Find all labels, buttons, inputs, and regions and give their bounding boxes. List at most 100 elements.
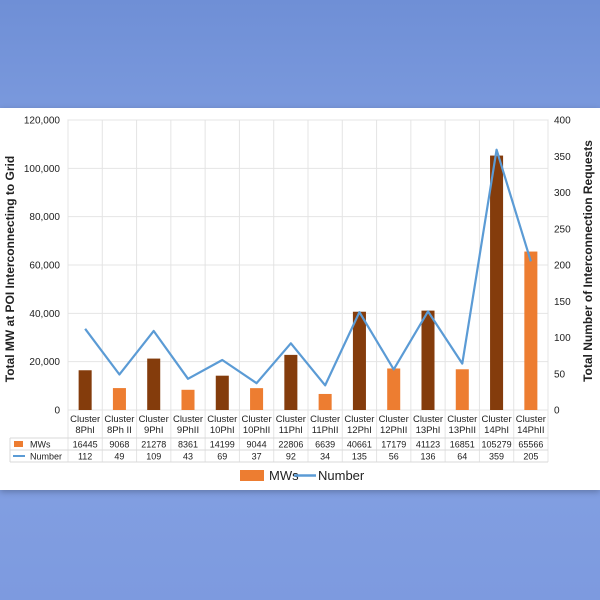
y2-tick-label: 200 — [554, 261, 571, 272]
number-cell: 49 — [114, 452, 124, 462]
number-cell: 34 — [320, 452, 330, 462]
number-line — [84, 148, 532, 387]
number-cell: 136 — [420, 452, 435, 462]
y2-tick-label: 250 — [554, 224, 571, 235]
x-tick-label: Cluster — [139, 414, 169, 425]
x-tick-label: 13PhI — [416, 425, 441, 436]
combo-chart: 0 20,000 40,000 60,000 80,000 100,000 120,000 0… — [3, 116, 595, 484]
y-tick-label: 100,000 — [24, 164, 61, 175]
y-tick-label: 0 — [54, 406, 60, 417]
x-tick-label: Cluster — [310, 414, 340, 425]
x-tick-label: Cluster — [207, 414, 237, 425]
x-tick-label: 8Ph II — [107, 425, 132, 436]
number-cell: 109 — [146, 452, 161, 462]
mws-cell: 14199 — [210, 440, 235, 450]
x-tick-label: 8PhI — [75, 425, 95, 436]
bar — [455, 369, 469, 410]
bar — [78, 370, 92, 410]
x-tick-label: 9PhII — [177, 425, 199, 436]
mws-cell: 21278 — [141, 440, 166, 450]
axes: 0 20,000 40,000 60,000 80,000 100,000 120,000 0… — [3, 116, 595, 437]
bar — [524, 251, 538, 410]
y-tick-label: 120,000 — [24, 116, 61, 127]
mws-cell: 40661 — [347, 440, 372, 450]
mws-row-key — [14, 441, 23, 447]
mws-cell: 65566 — [518, 440, 543, 450]
x-tick-label: Cluster — [344, 414, 374, 425]
x-tick-label: 13PhII — [449, 425, 476, 436]
y-axis-title: Total MW at POI Interconnecting to Grid — [3, 156, 17, 382]
bar — [250, 388, 264, 410]
x-tick-label: Cluster — [413, 414, 443, 425]
x-tick-label: Cluster — [379, 414, 409, 425]
y2-tick-label: 100 — [554, 333, 571, 344]
mws-cell: 41123 — [416, 440, 440, 450]
y-tick-label: 60,000 — [29, 261, 60, 272]
y-tick-label: 20,000 — [29, 357, 60, 368]
bar — [284, 354, 298, 410]
number-cell: 92 — [286, 452, 296, 462]
number-cell: 205 — [523, 452, 538, 462]
legend-mws-swatch — [240, 470, 264, 481]
mws-cell: 9068 — [109, 440, 129, 450]
bar — [181, 389, 195, 410]
x-tick-label: 12PhI — [347, 425, 372, 436]
mws-cell: 16851 — [450, 440, 475, 450]
y2-tick-label: 150 — [554, 297, 571, 308]
x-tick-label: Cluster — [482, 414, 512, 425]
x-tick-label: Cluster — [447, 414, 477, 425]
y2-tick-label: 0 — [554, 406, 560, 417]
bar — [387, 368, 401, 410]
bar — [352, 311, 366, 410]
mws-cell: 22806 — [278, 440, 303, 450]
x-tick-label: 14PhII — [517, 425, 544, 436]
y2-tick-label: 400 — [554, 116, 571, 127]
x-tick-label: Cluster — [516, 414, 546, 425]
x-tick-label: 11PhII — [312, 425, 339, 436]
x-tick-label: 12PhII — [380, 425, 407, 436]
mws-cell: 8361 — [178, 440, 198, 450]
x-tick-label: 10PhII — [243, 425, 270, 436]
mws-row-label: MWs — [30, 440, 51, 450]
y-tick-label: 40,000 — [29, 309, 60, 320]
bar — [490, 155, 504, 410]
mws-cell: 17179 — [381, 440, 406, 450]
number-cell: 56 — [389, 452, 399, 462]
data-table: MWs Number 16445 9068 21278 8361 14199 9044 2280… — [9, 437, 548, 463]
legend: MWs Number — [240, 468, 365, 483]
bar — [147, 358, 161, 410]
legend-mws-label: MWs — [269, 468, 299, 483]
chart-card: 0 20,000 40,000 60,000 80,000 100,000 120,000 0… — [0, 108, 600, 490]
number-cell: 37 — [252, 452, 262, 462]
bar — [112, 388, 126, 410]
number-cell: 112 — [78, 452, 92, 462]
y2-axis-title: Total Number of Interconnection Requests — [581, 140, 595, 382]
mws-cell: 16445 — [73, 440, 98, 450]
y2-tick-label: 50 — [554, 369, 566, 380]
y-tick-label: 80,000 — [29, 212, 60, 223]
bar-series — [78, 155, 538, 410]
line-series — [84, 148, 532, 387]
gridlines — [67, 119, 549, 462]
x-tick-label: 10PhI — [210, 425, 235, 436]
number-cell: 43 — [183, 452, 193, 462]
bar — [215, 375, 229, 410]
y2-tick-label: 300 — [554, 188, 571, 199]
mws-cell: 105279 — [482, 440, 512, 450]
mws-cell: 6639 — [315, 440, 335, 450]
bar — [318, 393, 332, 410]
legend-number-label: Number — [318, 468, 365, 483]
x-tick-label: Cluster — [173, 414, 203, 425]
x-tick-label: 9PhI — [144, 425, 164, 436]
x-tick-label: 11PhI — [279, 425, 303, 436]
y2-tick-label: 350 — [554, 152, 571, 163]
mws-cell: 9044 — [247, 440, 267, 450]
x-tick-label: Cluster — [104, 414, 134, 425]
x-tick-label: Cluster — [242, 414, 272, 425]
x-tick-label: 14PhI — [484, 425, 509, 436]
x-tick-label: Cluster — [276, 414, 306, 425]
x-tick-label: Cluster — [70, 414, 100, 425]
number-cell: 135 — [352, 452, 367, 462]
number-cell: 64 — [457, 452, 467, 462]
number-cell: 69 — [217, 452, 227, 462]
